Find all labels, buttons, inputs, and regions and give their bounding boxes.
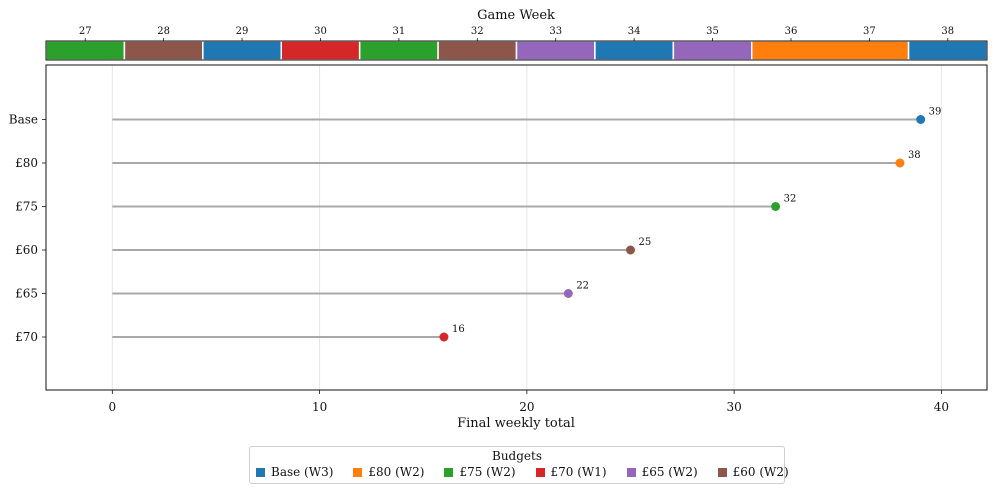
legend-label-2: £75 (W2) xyxy=(459,465,516,479)
legend-label-5: £60 (W2) xyxy=(732,465,789,479)
legend: Budgets Base (W3) £80 (W2) £75 (W2) £70 (W1… xyxy=(249,446,789,484)
strip-segment-0 xyxy=(45,40,126,61)
y-tick-label-row-3: £60 xyxy=(15,243,38,257)
point-row-5 xyxy=(439,332,449,342)
data-label-row-0: 39 xyxy=(929,107,942,118)
x-tick-label-0: 0 xyxy=(109,400,117,414)
y-tick-label-row-2: £75 xyxy=(15,200,38,214)
strip-tick-label-28: 28 xyxy=(157,26,170,37)
data-label-row-4: 22 xyxy=(576,281,589,292)
point-row-3 xyxy=(625,245,635,255)
y-tick-label-row-0: Base xyxy=(9,113,38,127)
strip-tick-label-27: 27 xyxy=(79,26,92,37)
legend-swatch-1 xyxy=(353,467,363,477)
y-tick-label-row-4: £65 xyxy=(15,287,38,301)
x-axis-label: Final weekly total xyxy=(457,416,575,431)
point-row-4 xyxy=(563,289,573,298)
legend-label-0: Base (W3) xyxy=(271,465,334,479)
strip-segment-9 xyxy=(751,40,910,61)
legend-swatch-5 xyxy=(717,467,727,477)
strip-tick-label-35: 35 xyxy=(706,26,719,37)
strip-tick-label-38: 38 xyxy=(941,26,954,37)
legend-item-2: £75 (W2) xyxy=(444,465,516,479)
strip-tick-label-37: 37 xyxy=(863,26,876,37)
data-label-row-2: 32 xyxy=(784,194,797,205)
plot-frame xyxy=(45,64,988,391)
game-week-strip: 27 28 29 30 31 32 33 34 35 36 37 38 xyxy=(45,26,988,61)
legend-item-3: £70 (W1) xyxy=(535,465,607,479)
strip-segment-2 xyxy=(202,40,282,61)
legend-swatch-0 xyxy=(256,467,265,477)
strip-tick-label-30: 30 xyxy=(314,26,327,37)
strip-segment-10 xyxy=(907,40,988,61)
point-row-0 xyxy=(916,115,926,124)
strip-tick-label-36: 36 xyxy=(785,26,798,37)
x-tick-label-10: 10 xyxy=(312,400,327,414)
point-row-2 xyxy=(771,202,781,211)
strip-segment-6 xyxy=(515,40,596,61)
strip-segment-3 xyxy=(280,40,361,61)
legend-label-3: £70 (W1) xyxy=(550,465,607,479)
legend-title: Budgets xyxy=(492,449,542,463)
x-tick-label-30: 30 xyxy=(726,400,741,414)
strip-tick-label-32: 32 xyxy=(471,26,484,37)
strip-tick-label-29: 29 xyxy=(236,26,249,37)
legend-item-1: £80 (W2) xyxy=(353,465,424,479)
plot-area: 0 10 20 30 40 Base 39 £80 38 £75 32 £60 25 £65 22 £70 16 xyxy=(9,64,988,414)
y-tick-label-row-5: £70 xyxy=(15,330,38,344)
strip-segment-7 xyxy=(594,40,675,61)
data-label-row-5: 16 xyxy=(452,324,465,335)
data-label-row-1: 38 xyxy=(908,150,921,161)
y-tick-label-row-1: £80 xyxy=(15,156,38,170)
strip-tick-label-34: 34 xyxy=(628,26,641,37)
legend-label-1: £80 (W2) xyxy=(368,465,425,479)
strip-segment-1 xyxy=(123,40,204,61)
legend-items: Base (W3) £80 (W2) £75 (W2) £70 (W1) £65 (W2… xyxy=(256,465,809,479)
x-tick-label-20: 20 xyxy=(519,400,534,414)
strip-segment-5 xyxy=(437,40,518,61)
strip-tick-label-31: 31 xyxy=(393,26,406,37)
strip-segment-8 xyxy=(672,40,753,61)
point-row-1 xyxy=(895,158,905,168)
game-week-title: Game Week xyxy=(477,8,555,23)
legend-swatch-3 xyxy=(535,467,545,477)
legend-swatch-2 xyxy=(444,467,454,477)
strip-segment-4 xyxy=(358,40,439,61)
legend-label-4: £65 (W2) xyxy=(641,465,698,479)
legend-item-0: Base (W3) xyxy=(256,465,333,479)
strip-tick-label-33: 33 xyxy=(549,26,562,37)
strip-frame xyxy=(45,40,988,61)
x-tick-label-40: 40 xyxy=(934,400,949,414)
legend-item-5: £60 (W2) xyxy=(717,465,789,479)
legend-swatch-4 xyxy=(626,467,636,477)
legend-item-4: £65 (W2) xyxy=(626,465,698,479)
data-label-row-3: 25 xyxy=(638,237,651,248)
